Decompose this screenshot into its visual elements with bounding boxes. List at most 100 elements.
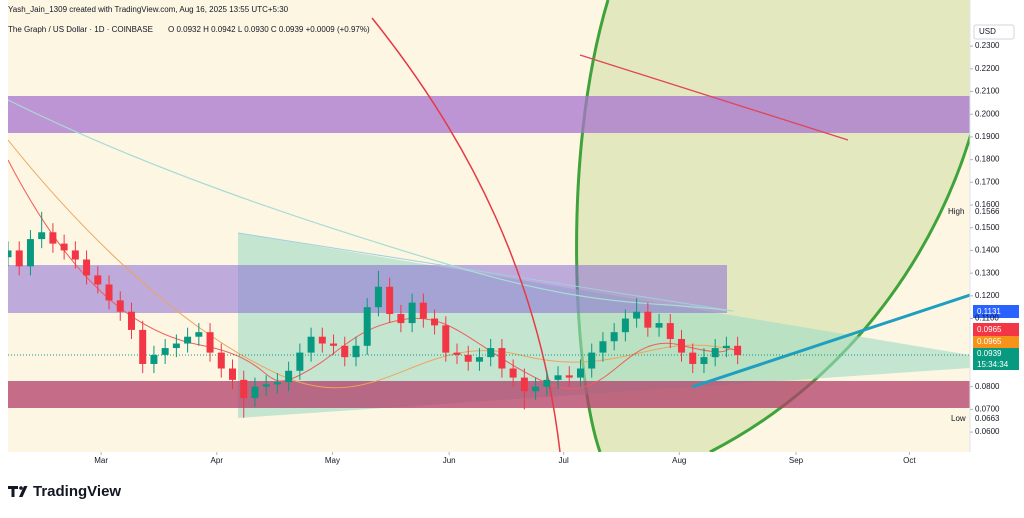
label-box — [973, 305, 1019, 318]
candle-body — [94, 275, 102, 285]
red-price: 0.0965 — [977, 325, 1002, 334]
blue-price: 0.1131 — [977, 307, 1001, 316]
y-tick-label: 0.1300 — [975, 268, 1000, 277]
candle-body — [509, 368, 517, 378]
y-tick-label: 0.1600 — [975, 200, 1000, 209]
byline: Yash_Jain_1309 created with TradingView.… — [8, 5, 289, 14]
candle-body — [161, 348, 169, 355]
candle-body — [621, 318, 629, 333]
triangle-edge — [237, 232, 734, 312]
candle-body — [307, 336, 315, 353]
drawings — [8, 0, 970, 452]
candle-body — [363, 307, 371, 346]
candle-body — [498, 348, 506, 369]
currency: USD — [979, 27, 996, 36]
y-tick-label: 0.2000 — [975, 109, 1000, 118]
currency-box — [973, 24, 1015, 40]
last-price: 0.0939 — [977, 349, 1002, 358]
brand: TradingView — [33, 483, 121, 500]
y-tick-label: 0.1500 — [975, 223, 1000, 232]
candle-body — [408, 302, 416, 324]
support-zone — [8, 381, 970, 408]
x-tick-label: Mar — [94, 456, 108, 465]
candle-body — [262, 384, 270, 387]
parabola-right — [709, 131, 970, 452]
x-tick-label: Aug — [672, 456, 686, 465]
y-tick-label: 0.2200 — [975, 64, 1000, 73]
candle-body — [711, 348, 719, 358]
logo — [8, 486, 28, 497]
candle-body — [565, 375, 573, 378]
candle-body — [195, 332, 203, 337]
candle-body — [599, 341, 607, 353]
y-tick-label: 0.0800 — [975, 382, 1000, 391]
candle-body — [341, 345, 349, 358]
x-tick-label: Jul — [559, 456, 569, 465]
orange-price: 0.0965 — [977, 337, 1002, 346]
y-tick-label: 0.1800 — [975, 155, 1000, 164]
x-tick-label: Oct — [903, 456, 916, 465]
x-tick-label: Apr — [211, 456, 224, 465]
candle-body — [229, 368, 237, 380]
candle-body — [240, 379, 248, 399]
candle-body — [689, 352, 697, 364]
candle-body — [576, 368, 584, 378]
resistance-zone — [8, 96, 970, 133]
low-price: 0.0663 — [975, 414, 1000, 423]
y-tick-label: 0.2100 — [975, 87, 1000, 96]
high-name: High — [948, 207, 964, 216]
candle-body — [206, 332, 214, 353]
candle-body — [431, 318, 439, 326]
y-tick-label: 0.0700 — [975, 404, 1000, 413]
candle-body — [722, 345, 730, 349]
candle-body — [655, 323, 663, 328]
candle-body — [296, 352, 304, 371]
ohlc: O 0.0932 H 0.0942 L 0.0930 C 0.0939 +0.0… — [168, 25, 370, 34]
candle-body — [60, 243, 68, 251]
candle-body — [127, 311, 135, 330]
candle-body — [330, 343, 338, 346]
y-tick-label: 0.1200 — [975, 291, 1000, 300]
candle-body — [633, 311, 641, 319]
candle-body — [15, 250, 23, 267]
ma-long — [8, 99, 734, 312]
x-tick-label: May — [325, 456, 340, 465]
candle-body — [217, 352, 225, 369]
parabola-left — [575, 0, 610, 452]
y-tick-label: 0.1400 — [975, 246, 1000, 255]
candle-body — [150, 354, 158, 364]
candle-body — [644, 311, 652, 328]
y-tick-label: 0.2300 — [975, 41, 1000, 50]
candle-body — [442, 325, 450, 353]
candle-body — [397, 314, 405, 324]
candle-body — [26, 239, 34, 267]
x-tick-label: Jun — [443, 456, 456, 465]
candle-body — [464, 354, 472, 362]
candle-body — [386, 286, 394, 315]
candle-body — [251, 386, 259, 399]
candle-body — [49, 232, 57, 244]
x-tick-label: Sep — [789, 456, 804, 465]
ma-mid — [8, 139, 736, 389]
label-box — [973, 323, 1019, 336]
candle-body — [8, 250, 12, 258]
candle-body — [374, 286, 382, 308]
candle-body — [83, 259, 91, 276]
candle-body — [105, 284, 113, 301]
candle-body — [543, 379, 551, 387]
candle-body — [184, 336, 192, 344]
candle-body — [116, 300, 124, 312]
candle-body — [172, 343, 180, 349]
symbol: The Graph / US Dollar · 1D · COINBASE — [8, 25, 153, 34]
candle-body — [475, 357, 483, 362]
candle-body — [554, 375, 562, 380]
candle-body — [532, 386, 540, 392]
y-tick-label: 0.0600 — [975, 427, 1000, 436]
candle-body — [352, 345, 360, 358]
label-box — [973, 336, 1019, 348]
candle-body — [318, 336, 326, 344]
high-price: 0.1566 — [975, 207, 1000, 216]
y-tick-label: 0.1700 — [975, 177, 1000, 186]
